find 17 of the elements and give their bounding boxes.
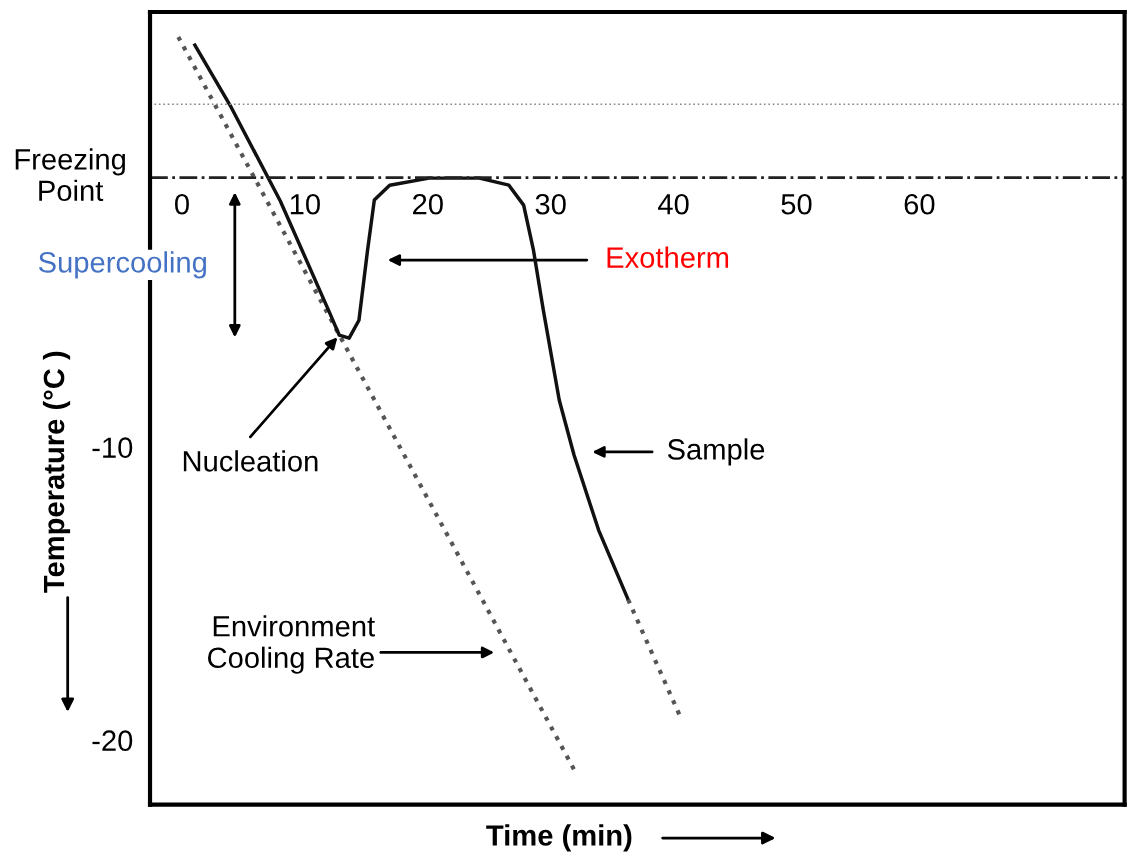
x-tick-label: 60	[904, 193, 935, 215]
x-tick-label: 30	[535, 193, 566, 215]
x-tick-label: 50	[781, 193, 812, 215]
x-tick-label: 10	[290, 193, 320, 215]
y-axis-title: Temperature (°C )	[42, 351, 71, 593]
ref-line-label: Freezing Point	[15, 148, 125, 202]
annotation: Sample	[667, 438, 765, 466]
annotation: Exotherm	[607, 246, 729, 268]
x-tick-label: 40	[658, 193, 689, 215]
annotation: Nucleation	[183, 450, 318, 472]
x-tick-label: 0	[175, 193, 189, 215]
x-axis-title: Time (min)	[486, 824, 632, 852]
annotation: Supercooling	[38, 251, 206, 279]
x-tick-label: 20	[413, 193, 443, 215]
y-tick-label: -20	[92, 730, 133, 752]
annotation: Environment Cooling Rate	[208, 615, 375, 674]
y-tick-label: -10	[92, 437, 133, 458]
